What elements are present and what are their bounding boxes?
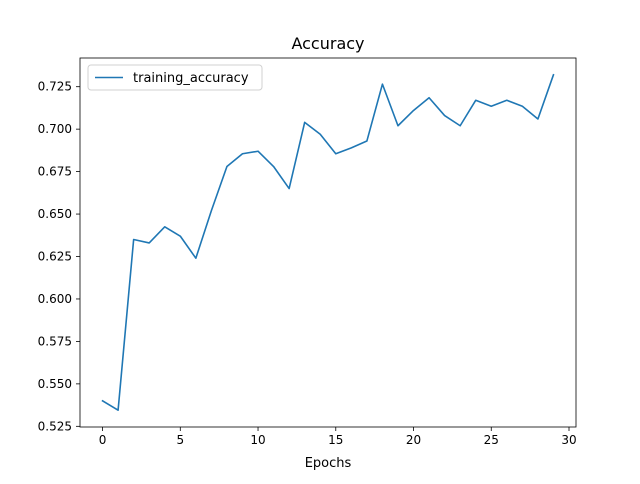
axes-frame (79, 57, 577, 428)
x-axis-label: Epochs (305, 456, 352, 471)
y-tick-label: 0.700 (38, 122, 72, 136)
y-tick-label: 0.725 (38, 80, 72, 94)
chart-title: Accuracy (291, 34, 364, 53)
series-line-training-accuracy (101, 73, 555, 411)
x-tick-label: 10 (250, 433, 265, 447)
y-tick-label: 0.600 (38, 292, 72, 306)
y-tick-label: 0.575 (38, 334, 72, 348)
x-tick-label: 25 (484, 433, 499, 447)
x-tick-label: 30 (561, 433, 576, 447)
y-tick-label: 0.550 (38, 377, 72, 391)
y-tick-label: 0.625 (38, 250, 72, 264)
x-tick-label: 0 (99, 433, 107, 447)
y-tick-label: 0.675 (38, 165, 72, 179)
plot-area: 0 5 10 15 20 25 30 0.525 0.550 0.575 0.600 0.625 0.6… (38, 57, 577, 447)
legend-label: training_accuracy (133, 71, 249, 86)
x-tick-label: 5 (176, 433, 184, 447)
x-tick-label: 20 (406, 433, 421, 447)
legend: training_accuracy (87, 64, 263, 91)
x-tick-label: 15 (328, 433, 343, 447)
y-tick-label: 0.650 (38, 207, 72, 221)
y-tick-label: 0.525 (38, 419, 72, 433)
legend-box (87, 64, 263, 91)
